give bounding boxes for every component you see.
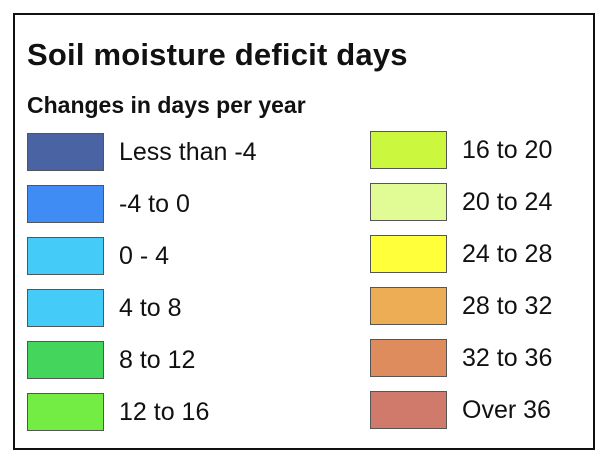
legend-item: 0 - 4 bbox=[27, 237, 257, 277]
legend-label: 32 to 36 bbox=[462, 344, 553, 372]
legend-item: 20 to 24 bbox=[370, 183, 600, 223]
legend-swatch bbox=[27, 237, 104, 275]
legend-item: 32 to 36 bbox=[370, 339, 600, 379]
legend-label: 12 to 16 bbox=[119, 398, 210, 426]
legend-swatch bbox=[27, 185, 104, 223]
legend-label: 16 to 20 bbox=[462, 136, 553, 164]
legend-label: 20 to 24 bbox=[462, 188, 553, 216]
legend-label: Over 36 bbox=[462, 396, 551, 424]
legend-swatch bbox=[370, 183, 447, 221]
legend-swatch bbox=[370, 391, 447, 429]
legend-label: Less than -4 bbox=[119, 138, 257, 166]
legend-item: -4 to 0 bbox=[27, 185, 257, 225]
legend-label: -4 to 0 bbox=[119, 190, 190, 218]
legend-subtitle: Changes in days per year bbox=[27, 92, 306, 118]
legend-item: 12 to 16 bbox=[27, 393, 257, 433]
legend-swatch bbox=[27, 341, 104, 379]
legend-item: Less than -4 bbox=[27, 133, 257, 173]
legend-label: 24 to 28 bbox=[462, 240, 553, 268]
legend-box: Soil moisture deficit days Changes in da… bbox=[13, 13, 595, 450]
legend-item: 28 to 32 bbox=[370, 287, 600, 327]
legend-item: 16 to 20 bbox=[370, 131, 600, 171]
legend-swatch bbox=[370, 287, 447, 325]
legend-label: 8 to 12 bbox=[119, 346, 196, 374]
legend-swatch bbox=[370, 339, 447, 377]
legend-label: 28 to 32 bbox=[462, 292, 553, 320]
legend-swatch bbox=[370, 131, 447, 169]
legend-swatch bbox=[27, 393, 104, 431]
legend-label: 4 to 8 bbox=[119, 294, 182, 322]
legend-label: 0 - 4 bbox=[119, 242, 170, 270]
legend-swatch bbox=[370, 235, 447, 273]
legend-item: 4 to 8 bbox=[27, 289, 257, 329]
legend-item: 8 to 12 bbox=[27, 341, 257, 381]
legend-item: 24 to 28 bbox=[370, 235, 600, 275]
legend-swatch bbox=[27, 289, 104, 327]
legend-item: Over 36 bbox=[370, 391, 600, 431]
legend-swatch bbox=[27, 133, 104, 171]
legend-title: Soil moisture deficit days bbox=[27, 37, 408, 72]
